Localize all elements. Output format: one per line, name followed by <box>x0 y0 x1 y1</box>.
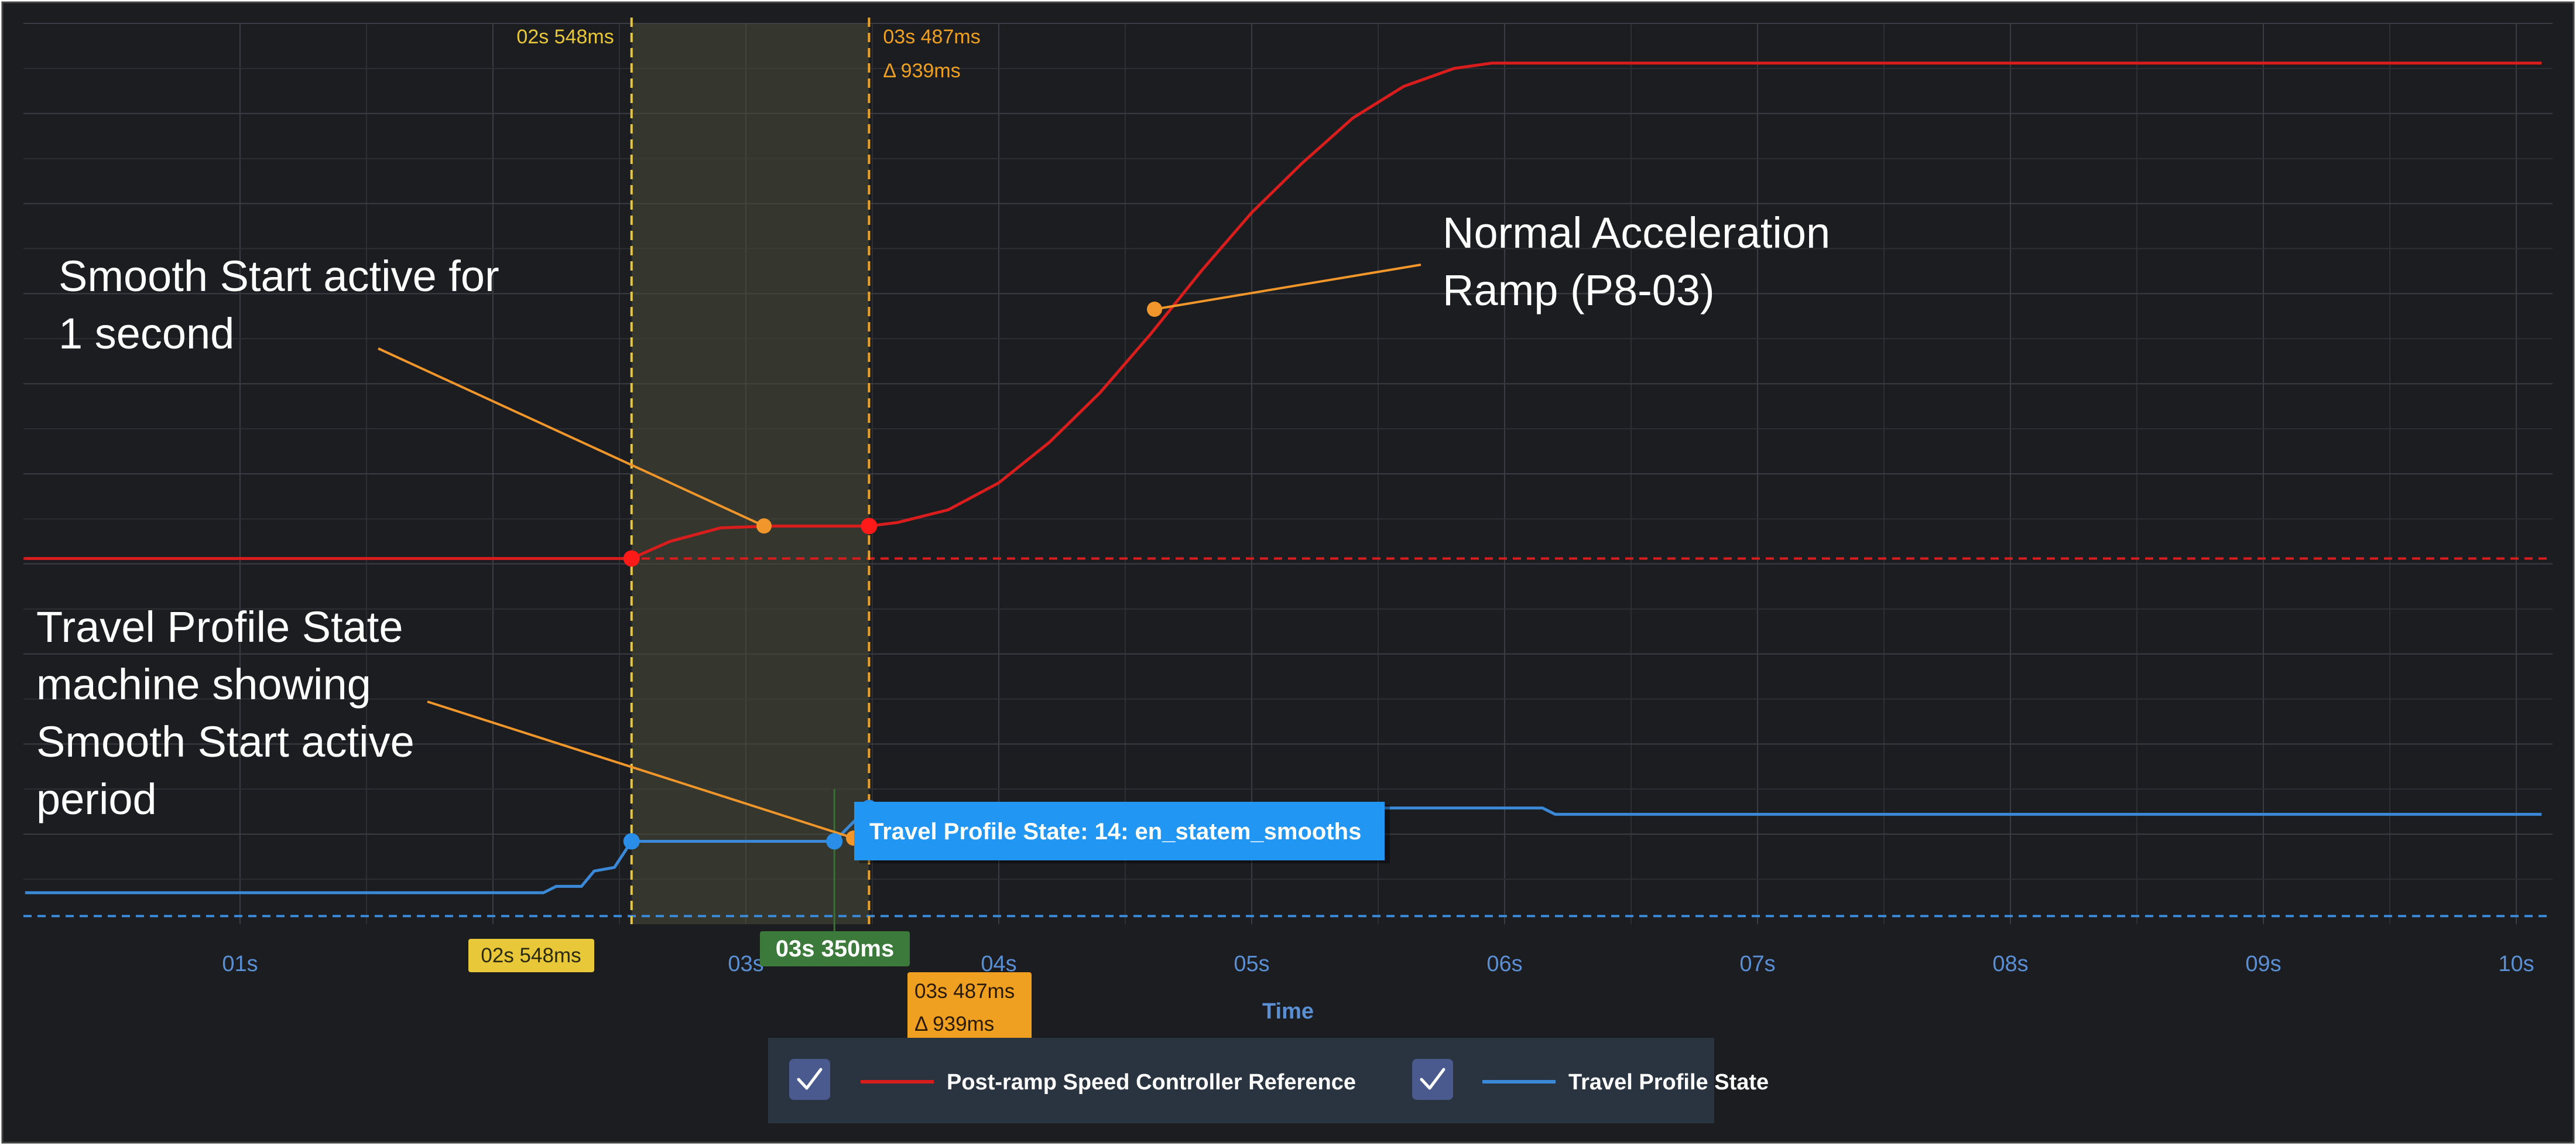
annotation-text-line: Ramp (P8-03) <box>1443 266 1715 315</box>
hover-tooltip: Travel Profile State: 14: en_statem_smoo… <box>854 802 1390 863</box>
cursor-lines[interactable]: 02s 548ms 03s 487ms Δ 939ms <box>516 18 981 924</box>
legend-label-travel-profile-state: Travel Profile State <box>1568 1070 1769 1095</box>
annotation-leader-line <box>378 347 765 527</box>
annotation-text-line: period <box>36 775 157 823</box>
speed-reference-marker[interactable] <box>861 518 878 535</box>
hover-time-badge <box>760 931 910 966</box>
cursor-b-badge[interactable] <box>907 972 1032 1040</box>
cursor-b-top-delta: Δ 939ms <box>883 60 960 82</box>
x-tick-label: 10s <box>2498 952 2534 976</box>
x-axis-label: Time <box>1262 999 1314 1024</box>
annotation-dot <box>756 518 772 534</box>
legend-item-travel-profile-state[interactable]: Travel Profile State <box>1412 1059 1769 1100</box>
legend: Post-ramp Speed Controller Reference Tra… <box>768 1038 1769 1123</box>
x-tick-label: 07s <box>1739 952 1775 976</box>
legend-checkbox-travel-profile-state[interactable] <box>1412 1059 1453 1100</box>
annotation-leader-line <box>427 700 854 839</box>
speed-reference-marker[interactable] <box>623 550 640 567</box>
cursor-b-badge-label: 03s 487ms <box>914 980 1015 1003</box>
annotation-text-line: Normal Acceleration <box>1443 209 1830 257</box>
legend-label-speed-reference: Post-ramp Speed Controller Reference <box>947 1070 1356 1095</box>
annotation-dot <box>1147 302 1162 317</box>
series-line-post-ramp-speed-controller-reference <box>25 61 2542 560</box>
cursor-a-top-label: 02s 548ms <box>516 26 614 48</box>
annotation-text-line: Smooth Start active for <box>59 252 499 300</box>
annotation-leader-line <box>1154 264 1421 310</box>
cursor-b-badge-delta: Δ 939ms <box>914 1013 994 1035</box>
travel-profile-marker[interactable] <box>826 833 843 850</box>
annotation-text-line: Travel Profile State <box>36 603 403 651</box>
x-tick-label: 03s <box>728 952 763 976</box>
annotation-text-line: Smooth Start active <box>36 717 415 766</box>
cursor-range-band <box>631 23 869 924</box>
tooltip-box <box>854 802 1385 860</box>
annotation-text-line: machine showing <box>36 660 371 709</box>
checkmark-icon <box>1420 1068 1445 1090</box>
cursor-a-badge-label: 02s 548ms <box>481 944 581 967</box>
series-lines <box>25 61 2542 894</box>
x-tick-label: 01s <box>222 952 258 976</box>
annotations: Smooth Start active for 1 second Normal Ac… <box>36 209 1830 846</box>
cursor-range-shade <box>631 23 869 924</box>
x-tick-label: 09s <box>2245 952 2281 976</box>
annotation-3: Travel Profile State machine showing Smoot… <box>36 603 861 846</box>
travel-profile-marker[interactable] <box>623 833 640 850</box>
x-tick-label: 06s <box>1486 952 1522 976</box>
cursor-a-badge[interactable] <box>468 939 594 972</box>
series-line-travel-profile-state <box>25 806 2542 894</box>
annotation-2: Normal Acceleration Ramp (P8-03) <box>1147 209 1830 317</box>
tooltip-text: Travel Profile State: 14: en_statem_smoo… <box>869 819 1361 845</box>
legend-item-speed-reference[interactable]: Post-ramp Speed Controller Reference <box>789 1059 1356 1100</box>
cursor-badges[interactable]: 02s 548ms 03s 350ms 03s 487ms Δ 939ms <box>468 931 1032 1040</box>
checkmark-icon <box>797 1068 823 1090</box>
annotation-1: Smooth Start active for 1 second <box>59 252 772 534</box>
annotation-text-line: 1 second <box>59 309 234 358</box>
x-tick-label: 08s <box>1992 952 2028 976</box>
x-tick-label: 05s <box>1234 952 1269 976</box>
cursor-b-top-label: 03s 487ms <box>883 26 980 48</box>
hover-time-badge-label: 03s 350ms <box>776 936 894 962</box>
legend-checkbox-speed-reference[interactable] <box>789 1059 830 1100</box>
grid <box>23 23 2553 924</box>
